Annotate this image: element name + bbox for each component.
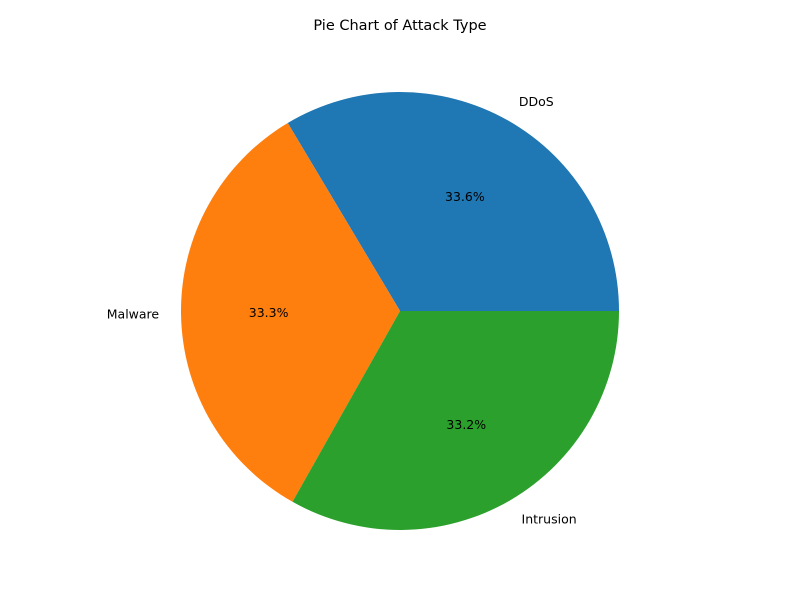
slice-label-intrusion: Intrusion xyxy=(522,511,577,526)
pie-slice-intrusion xyxy=(292,311,619,531)
slice-percent-malware: 33.3% xyxy=(249,305,289,320)
slice-percent-intrusion: 33.2% xyxy=(446,417,486,432)
slice-label-malware: Malware xyxy=(107,307,160,322)
slices-layer xyxy=(180,91,619,531)
pie-slice-malware xyxy=(180,122,400,502)
chart-title: Pie Chart of Attack Type xyxy=(313,18,486,34)
labels-layer: DDoS 33.6% Malware 33.3% Intrusion 33.2% xyxy=(107,94,577,526)
slice-label-ddos: DDoS xyxy=(519,94,554,109)
slice-percent-ddos: 33.6% xyxy=(445,189,485,204)
pie-slice-ddos xyxy=(287,91,619,311)
